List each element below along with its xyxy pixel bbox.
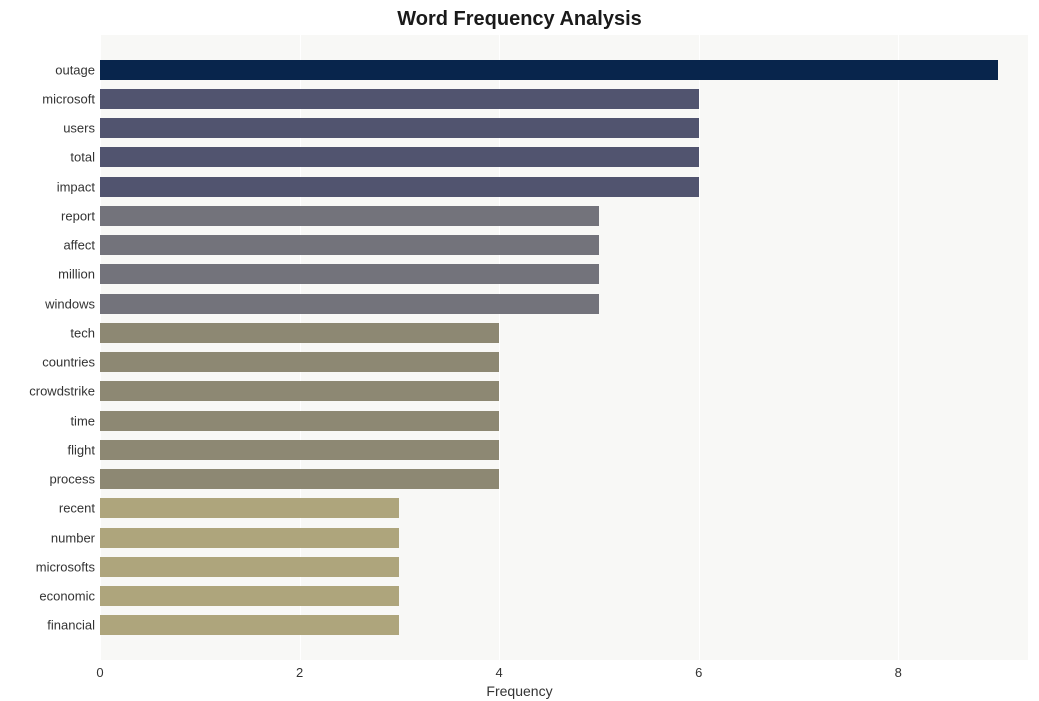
chart-container: Word Frequency Analysis Frequency 0 2 4 6 8 o… [0,0,1039,701]
bar [100,323,499,343]
y-tick-label: tech [70,325,95,340]
x-tick-label: 8 [895,665,902,680]
y-tick-label: microsofts [36,559,95,574]
grid-line [699,35,700,660]
y-tick-label: total [70,150,95,165]
x-tick-label: 0 [96,665,103,680]
bar [100,411,499,431]
y-tick-label: outage [55,62,95,77]
grid-line [898,35,899,660]
y-tick-label: number [51,530,95,545]
bar [100,381,499,401]
bar [100,528,399,548]
bar [100,60,998,80]
bar [100,118,699,138]
bar [100,352,499,372]
y-tick-label: microsoft [42,91,95,106]
bar [100,89,699,109]
y-tick-label: process [49,472,95,487]
bar [100,235,599,255]
x-axis-label: Frequency [0,683,1039,699]
y-tick-label: users [63,121,95,136]
bar [100,147,699,167]
y-tick-label: crowdstrike [29,384,95,399]
bar [100,440,499,460]
y-tick-label: financial [47,618,95,633]
y-tick-label: countries [42,355,95,370]
y-tick-label: economic [39,589,95,604]
y-tick-label: impact [57,179,95,194]
x-tick-label: 2 [296,665,303,680]
chart-title: Word Frequency Analysis [0,8,1039,31]
bar [100,206,599,226]
y-tick-label: report [61,208,95,223]
y-tick-label: windows [45,296,95,311]
bar [100,294,599,314]
y-tick-label: million [58,267,95,282]
y-tick-label: flight [68,442,95,457]
bar [100,557,399,577]
y-tick-label: time [70,413,95,428]
x-tick-label: 6 [695,665,702,680]
bar [100,615,399,635]
x-tick-label: 4 [496,665,503,680]
bar [100,264,599,284]
bar [100,177,699,197]
y-tick-label: recent [59,501,95,516]
plot-area [100,35,1028,660]
bar [100,498,399,518]
y-tick-label: affect [63,238,95,253]
bar [100,469,499,489]
bar [100,586,399,606]
